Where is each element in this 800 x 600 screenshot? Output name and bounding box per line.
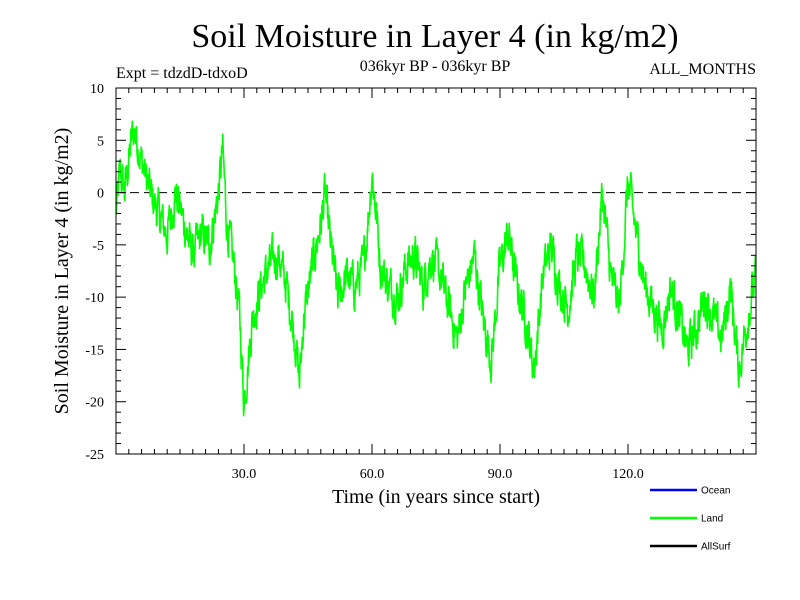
y-tick-label: -15 <box>85 343 104 358</box>
legend-label-allsurf: AllSurf <box>701 542 731 553</box>
y-tick-label: 10 <box>90 82 104 97</box>
y-tick-label: 0 <box>97 187 104 202</box>
series-line-land <box>116 120 756 417</box>
y-tick-label: -25 <box>85 448 104 463</box>
y-tick-label: 5 <box>97 134 104 149</box>
x-tick-label: 60.0 <box>360 467 385 482</box>
months-label: ALL_MONTHS <box>649 61 756 78</box>
experiment-label: Expt = tdzdD-tdxoD <box>116 65 248 82</box>
period-label: 036kyr BP - 036kyr BP <box>360 58 511 75</box>
legend-label-land: Land <box>701 514 723 525</box>
y-tick-label: -20 <box>85 396 104 411</box>
x-axis-label: Time (in years since start) <box>332 486 540 508</box>
y-axis-label: Soil Moisture in Layer 4 (in kg/m2) <box>51 128 73 415</box>
plot-frame <box>115 87 757 455</box>
chart-title: Soil Moisture in Layer 4 (in kg/m2) <box>191 18 678 55</box>
y-tick-label: -10 <box>85 291 104 306</box>
x-tick-label: 90.0 <box>488 467 513 482</box>
legend-label-ocean: Ocean <box>701 486 730 497</box>
x-tick-label: 120.0 <box>612 467 644 482</box>
y-tick-label: -5 <box>92 239 104 254</box>
x-tick-label: 30.0 <box>232 467 257 482</box>
